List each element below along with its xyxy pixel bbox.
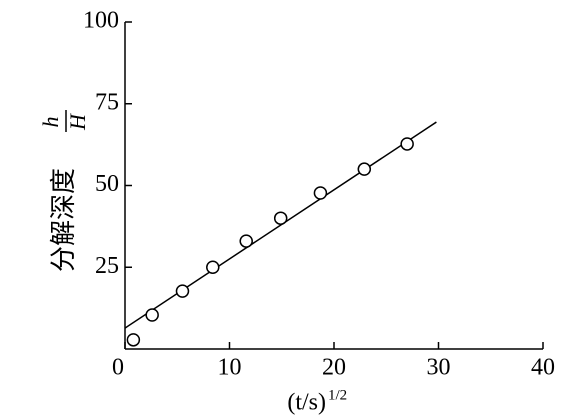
y-tick-label: 25 xyxy=(95,253,119,279)
data-point xyxy=(145,308,159,322)
data-point xyxy=(126,333,141,347)
x-tick-label: 10 xyxy=(218,355,242,381)
data-point xyxy=(206,260,220,274)
y-label-den: H xyxy=(65,113,90,131)
y-label-num: h xyxy=(38,117,63,128)
x-tick-label: 0 xyxy=(112,355,124,381)
x-tick-label: 40 xyxy=(531,355,555,381)
data-point xyxy=(175,284,190,298)
y-axis-label: 分解深度 h H xyxy=(38,110,90,272)
y-tick-label: 75 xyxy=(95,89,119,115)
data-point xyxy=(357,162,372,176)
data-point xyxy=(313,186,328,200)
fit-line xyxy=(124,121,437,329)
data-point xyxy=(239,234,253,248)
x-axis-label: (t/s) xyxy=(287,390,326,416)
y-tick-label: 100 xyxy=(83,8,119,34)
x-axis-label-sup: 1/2 xyxy=(328,387,347,403)
data-point xyxy=(400,137,414,151)
y-tick-label: 50 xyxy=(95,171,119,197)
x-tick-label: 30 xyxy=(427,355,451,381)
data-point xyxy=(273,211,288,225)
y-label-text: 分解深度 xyxy=(49,168,78,272)
x-tick-label: 20 xyxy=(322,355,346,381)
